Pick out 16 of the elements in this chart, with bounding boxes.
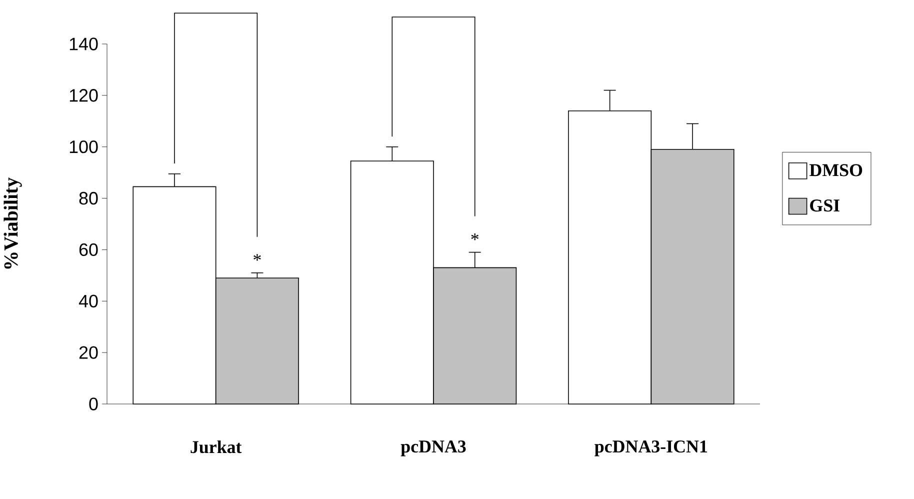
y-tick-label: 0 [89, 398, 98, 410]
x-tick-label: pcDNA3-ICN1 [594, 440, 708, 456]
y-tick-label: 40 [78, 294, 98, 308]
y-tick-label: 120 [70, 89, 98, 102]
legend-label: DMSO [810, 164, 862, 176]
y-tick-label: 100 [70, 140, 98, 154]
y-tick-label: 20 [79, 346, 98, 359]
y-tick-label: 80 [79, 192, 98, 205]
legend-label: GSI [810, 200, 840, 212]
x-tick-label: Jurkat [190, 440, 242, 454]
y-tick-label: 140 [70, 38, 98, 50]
y-tick-label: 60 [79, 243, 98, 256]
x-tick-label: pcDNA3 [400, 440, 466, 456]
annotation: * [254, 254, 261, 261]
annotation: * [471, 234, 478, 240]
y-axis-title: %Viability [4, 177, 22, 269]
